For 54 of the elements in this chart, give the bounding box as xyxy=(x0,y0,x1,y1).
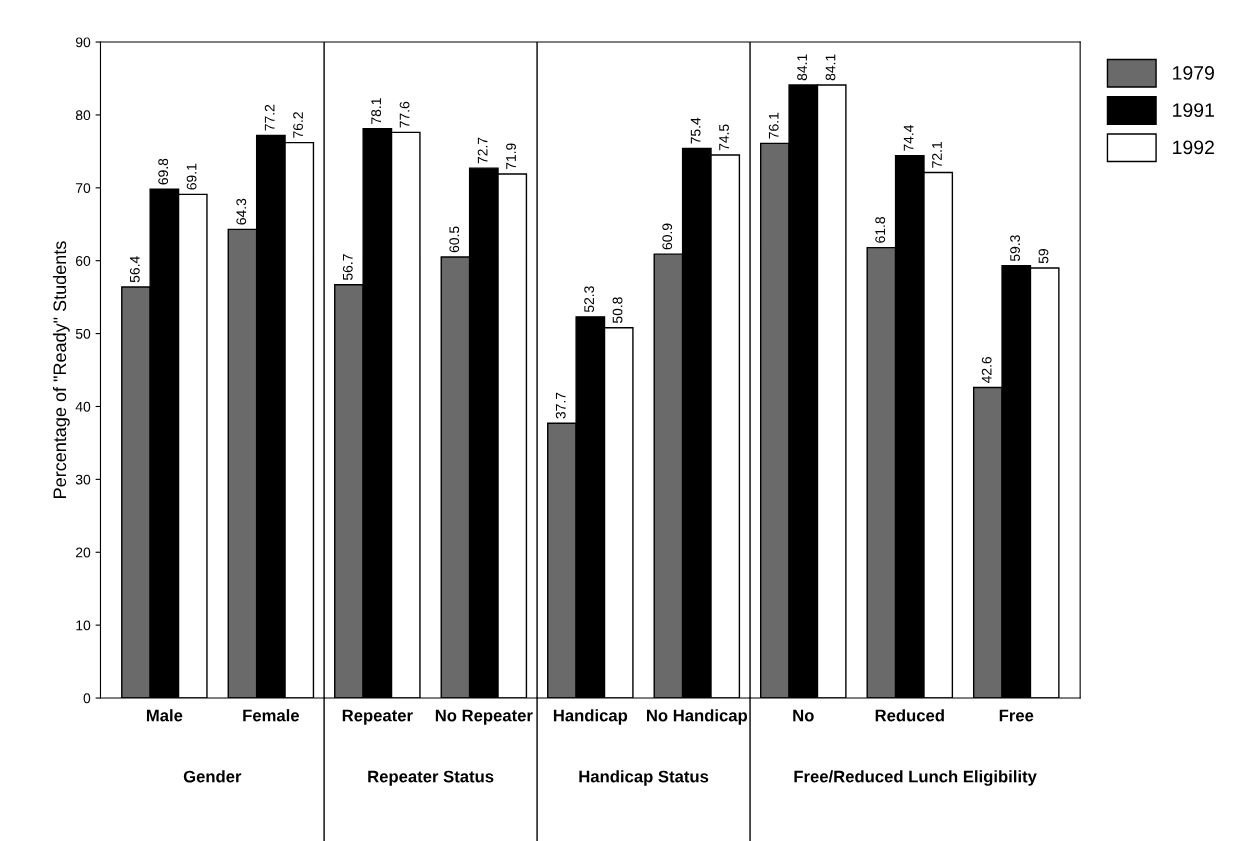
x-tick-label: Free xyxy=(999,709,1034,722)
legend-label: 1992 xyxy=(1173,140,1214,155)
x-tick-label: Repeater xyxy=(342,709,413,725)
y-tick-label: 40 xyxy=(75,401,91,412)
data-label: 56.7 xyxy=(342,254,353,281)
y-tick-label: 70 xyxy=(76,183,91,193)
data-label: 84.1 xyxy=(825,54,836,81)
data-label: 37.7 xyxy=(555,392,566,419)
data-label: 52.3 xyxy=(584,286,595,313)
data-label: 50.8 xyxy=(612,297,623,324)
data-label: 69.8 xyxy=(158,158,169,185)
text: Handicap Status xyxy=(579,770,709,786)
data-label: 64.3 xyxy=(236,198,247,225)
text: Repeater Status xyxy=(368,770,494,786)
data-label: 72.7 xyxy=(477,137,488,164)
legend-label: 1991 xyxy=(1173,103,1214,118)
y-tick-label: 50 xyxy=(75,328,91,339)
y-tick-label: 60 xyxy=(76,256,91,266)
x-tick-label: Reduced xyxy=(875,709,944,722)
y-tick-label: 20 xyxy=(76,547,91,558)
x-tick-label: Female xyxy=(243,709,300,722)
data-label: 76.2 xyxy=(293,112,303,138)
y-tick-label: 30 xyxy=(75,474,91,485)
data-label: 74.4 xyxy=(903,124,914,151)
data-label: 76.1 xyxy=(768,112,779,139)
data-label: 59.3 xyxy=(1010,235,1020,262)
data-label: 61.8 xyxy=(875,217,886,243)
x-tick-label: No Repeater xyxy=(435,709,533,725)
y-tick-label: 80 xyxy=(75,110,91,121)
x-tick-label: No xyxy=(793,709,814,722)
data-label: 56.4 xyxy=(129,256,140,283)
data-label: 60.9 xyxy=(662,223,673,250)
y-tick-label: 10 xyxy=(76,620,91,631)
data-label: 71.9 xyxy=(506,143,516,170)
text: Gender xyxy=(183,770,242,783)
legend-label: 1979 xyxy=(1173,66,1214,80)
x-tick-label: Handicap xyxy=(553,709,628,725)
data-label: 77.6 xyxy=(399,101,410,128)
text: Free/Reduced Lunch Eligibility xyxy=(794,770,1037,786)
data-label: 77.2 xyxy=(264,104,275,131)
data-label: 59 xyxy=(1038,249,1049,264)
data-label: 78.1 xyxy=(371,98,382,124)
y-tick-label: 0 xyxy=(83,693,91,704)
x-tick-label: No Handicap xyxy=(646,709,748,725)
data-label: 72.1 xyxy=(932,142,942,168)
data-label: 74.5 xyxy=(719,124,729,151)
data-label: 60.5 xyxy=(449,226,460,253)
x-tick-label: Male xyxy=(146,709,183,722)
data-label: 75.4 xyxy=(690,117,701,144)
y-axis-title: Percentage of "Ready" Students xyxy=(52,241,70,498)
data-label: 69.1 xyxy=(186,163,197,190)
data-label: 42.6 xyxy=(981,356,992,384)
y-tick-label: 90 xyxy=(75,37,91,48)
data-label: 84.1 xyxy=(797,54,808,81)
